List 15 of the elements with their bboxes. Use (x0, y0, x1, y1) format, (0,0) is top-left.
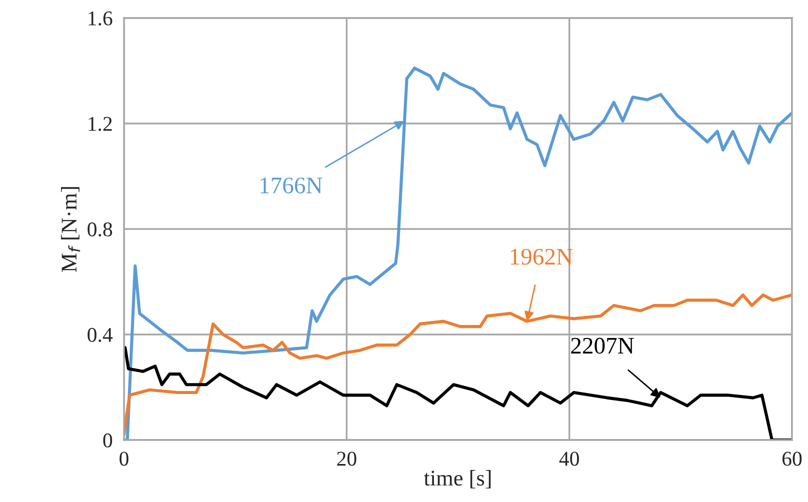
annotation: 1962N (510, 248, 573, 265)
annotation: 1766N (260, 178, 322, 194)
x-tick-label: 40 (559, 452, 579, 466)
x-tick-label: 60 (782, 452, 802, 466)
annotation: 2207N (571, 338, 634, 354)
x-tick-label: 0 (120, 452, 128, 466)
line-series (124, 293, 792, 436)
y-tick-label: 1.2 (88, 116, 112, 132)
y-axis-title: M$_{f}$ [N·m] (61, 187, 80, 272)
y-tick-label: 1.6 (88, 11, 112, 26)
x-axis-title: time [s] (424, 470, 491, 488)
y-tick-label: 0.4 (88, 328, 113, 342)
y-tick-label: 0 (103, 433, 112, 448)
y-tick-label: 0.8 (88, 222, 112, 237)
x-tick-label: 20 (337, 452, 356, 466)
